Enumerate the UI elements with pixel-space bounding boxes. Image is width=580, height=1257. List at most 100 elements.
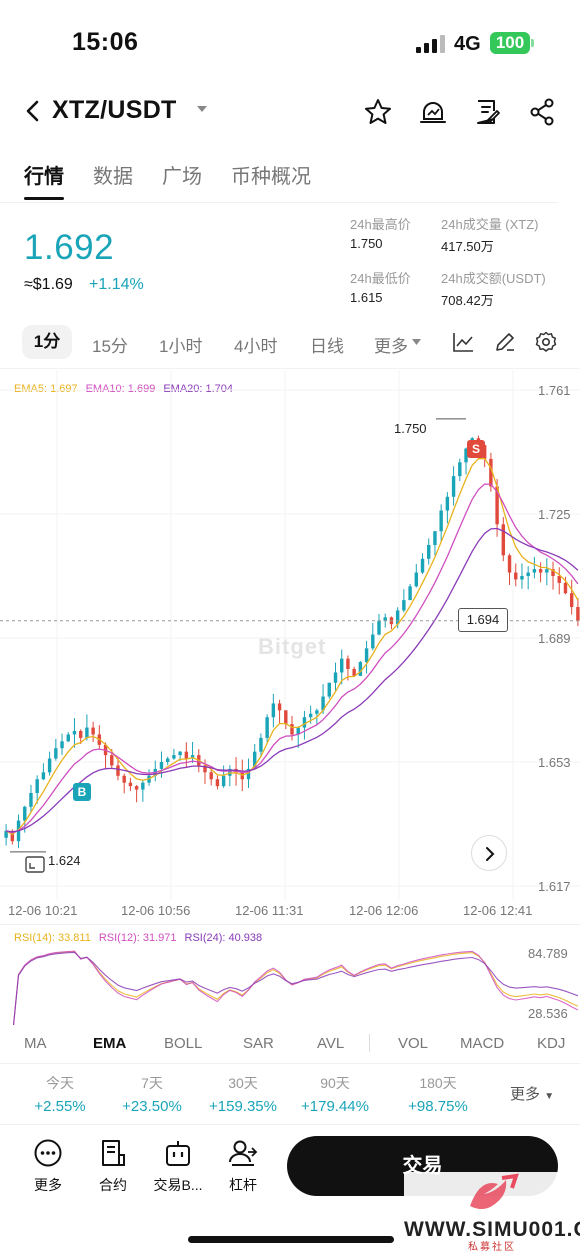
timeframe-15m[interactable]: 15分 xyxy=(92,337,128,356)
timeframe-1m[interactable]: 1分 xyxy=(22,325,72,359)
network-type: 4G xyxy=(454,33,481,55)
candle-body xyxy=(563,582,568,594)
chevron-right-icon xyxy=(486,847,495,861)
timeframe-1d[interactable]: 日线 xyxy=(310,337,344,356)
favorite-star-icon[interactable] xyxy=(363,97,393,127)
candle-body xyxy=(277,703,282,711)
candle-body xyxy=(265,717,269,738)
nav-trading-bot-label: 交易B... xyxy=(153,1177,203,1193)
perf-value: +98.75% xyxy=(408,1098,468,1115)
candle-body xyxy=(451,476,456,497)
leverage-user-icon xyxy=(229,1140,258,1166)
candle-body xyxy=(203,765,207,773)
rsi24-value: RSI(24): 40.938 xyxy=(184,932,263,944)
indicator-avl[interactable]: AVL xyxy=(317,1035,345,1052)
rsi12-value: RSI(12): 31.971 xyxy=(98,932,177,944)
settings-gear-icon[interactable] xyxy=(535,331,557,353)
scroll-latest-button[interactable] xyxy=(471,835,507,871)
indicator-ma[interactable]: MA xyxy=(24,1035,47,1052)
candle-body xyxy=(433,531,437,545)
perf-label: 90天 xyxy=(320,1075,350,1091)
tab-square[interactable]: 广场 xyxy=(162,166,202,188)
candle-body xyxy=(23,806,27,821)
timeframe-1h[interactable]: 1小时 xyxy=(159,337,203,356)
candle-body xyxy=(464,448,468,463)
high-marker: 1.750 xyxy=(394,421,427,436)
drawing-tool-icon[interactable] xyxy=(494,331,516,353)
candle-body xyxy=(60,741,64,749)
candle-body xyxy=(141,782,145,790)
candlestick-chart[interactable] xyxy=(0,370,580,900)
perf-label: 7天 xyxy=(141,1075,163,1091)
nav-more[interactable]: 更多 xyxy=(18,1138,78,1195)
nav-trading-bot[interactable]: 交易B... xyxy=(148,1138,208,1195)
tab-coin-overview[interactable]: 币种概况 xyxy=(231,166,311,188)
low-marker: 1.624 xyxy=(48,853,81,868)
chevron-down-icon[interactable] xyxy=(196,104,208,114)
candle-body xyxy=(253,751,257,769)
status-time: 15:06 xyxy=(72,28,139,56)
price-change: +1.14% xyxy=(89,276,144,293)
candle-body xyxy=(308,713,313,718)
home-indicator xyxy=(188,1236,394,1243)
perf-label: 今天 xyxy=(46,1075,74,1091)
perf-value: +179.44% xyxy=(301,1098,369,1115)
candle-body xyxy=(495,486,499,525)
chart-type-icon[interactable] xyxy=(452,331,474,353)
candle-body xyxy=(4,830,8,838)
y-axis-label-5: 1.617 xyxy=(538,879,571,894)
performance-more-button[interactable]: 更多 ▼ xyxy=(510,1083,554,1104)
candle-body xyxy=(321,696,325,711)
candle-body xyxy=(439,510,443,532)
x-axis-label-5: 12-06 12:41 xyxy=(463,903,533,918)
candle-body xyxy=(165,758,170,762)
candle-body xyxy=(72,731,77,735)
candle-body xyxy=(41,772,46,780)
y-axis-label-2: 1.725 xyxy=(538,507,571,522)
indicator-sar[interactable]: SAR xyxy=(243,1035,274,1052)
candle-body xyxy=(333,672,338,683)
pair-title[interactable]: XTZ/USDT xyxy=(52,96,177,124)
perf-label: 30天 xyxy=(228,1075,258,1091)
tab-data[interactable]: 数据 xyxy=(93,166,133,188)
active-tab-indicator xyxy=(24,197,64,200)
indicator-kdj[interactable]: KDJ xyxy=(537,1035,566,1052)
fullscreen-icon[interactable] xyxy=(24,855,48,875)
timeframe-4h[interactable]: 4小时 xyxy=(234,337,278,356)
candle-body xyxy=(545,569,549,573)
indicator-ema[interactable]: EMA xyxy=(93,1035,127,1052)
amount-label: 24h成交额(USDT) xyxy=(441,271,546,286)
indicator-boll[interactable]: BOLL xyxy=(164,1035,203,1052)
candle-body xyxy=(209,772,213,780)
indicator-macd[interactable]: MACD xyxy=(460,1035,505,1052)
candle-body xyxy=(259,737,263,752)
perf-180d: 180天 +98.75% xyxy=(398,1073,478,1115)
candle-body xyxy=(85,727,89,738)
candle-body xyxy=(35,779,39,793)
candle-body xyxy=(445,496,450,511)
bitget-watermark: Bitget xyxy=(258,634,327,659)
candle-body xyxy=(346,658,350,669)
candle-body xyxy=(110,755,114,766)
perf-label: 180天 xyxy=(419,1075,457,1091)
price-alert-icon[interactable] xyxy=(418,97,448,127)
nav-contract[interactable]: 合约 xyxy=(83,1138,143,1195)
nav-leverage[interactable]: 杠杆 xyxy=(213,1138,273,1195)
candle-body xyxy=(327,682,331,697)
candle-body xyxy=(159,762,164,769)
candle-body xyxy=(414,572,419,587)
share-icon[interactable] xyxy=(527,97,557,127)
candle-body xyxy=(184,751,189,759)
back-icon[interactable] xyxy=(24,99,42,123)
tab-market[interactable]: 行情 xyxy=(24,166,64,188)
indicator-vol[interactable]: VOL xyxy=(398,1035,429,1052)
tabs-divider xyxy=(0,202,558,203)
notes-edit-icon[interactable] xyxy=(472,97,502,127)
timeframe-more[interactable]: 更多 xyxy=(374,337,408,356)
candle-body xyxy=(383,617,387,621)
performance-more-label: 更多 xyxy=(510,1086,541,1103)
candle-body xyxy=(520,576,524,580)
candle-body xyxy=(246,768,251,780)
candle-body xyxy=(78,731,83,738)
perf-7d: 7天 +23.50% xyxy=(112,1073,192,1115)
